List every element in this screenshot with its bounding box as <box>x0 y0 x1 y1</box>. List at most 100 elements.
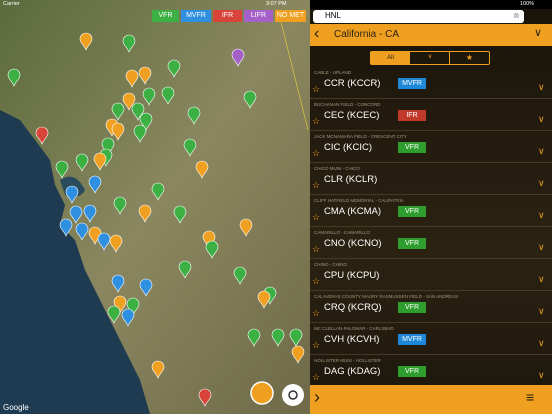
station-pin[interactable] <box>247 328 261 347</box>
station-pin[interactable] <box>121 308 135 327</box>
station-pin[interactable] <box>125 69 139 88</box>
station-pin[interactable] <box>139 278 153 297</box>
favorite-star[interactable]: ☆ <box>312 212 321 222</box>
station-pin[interactable] <box>69 205 83 224</box>
station-pin[interactable] <box>139 112 153 131</box>
station-pin[interactable] <box>291 345 305 364</box>
station-pin[interactable] <box>88 175 102 194</box>
station-pin[interactable] <box>173 205 187 224</box>
favorite-star[interactable]: ☆ <box>312 180 321 190</box>
favorite-star[interactable]: ☆ <box>312 116 321 126</box>
station-pin[interactable] <box>289 328 303 347</box>
expand-chevron[interactable]: ∨ <box>538 82 545 92</box>
expand-chevron[interactable]: ∨ <box>538 306 545 316</box>
station-pin[interactable] <box>75 153 89 172</box>
station-pin[interactable] <box>93 152 107 171</box>
collapse-button[interactable]: ∨ <box>534 27 543 39</box>
station-pin[interactable] <box>59 218 73 237</box>
flight-category: VFR <box>398 238 426 249</box>
station-pin[interactable] <box>243 90 257 109</box>
station-pin[interactable] <box>195 160 209 179</box>
expand-chevron[interactable]: ∨ <box>538 242 545 252</box>
clear-icon[interactable]: ⊗ <box>513 11 520 20</box>
expand-chevron[interactable]: ∨ <box>538 114 545 124</box>
favorite-star[interactable]: ☆ <box>312 276 321 286</box>
legend-ifr[interactable]: IFR <box>213 10 242 22</box>
station-pin[interactable] <box>65 185 79 204</box>
station-pin[interactable] <box>142 87 156 106</box>
back-button[interactable]: ‹ <box>314 25 320 42</box>
station-pin[interactable] <box>111 122 125 141</box>
station-pin[interactable] <box>126 297 140 316</box>
station-pin[interactable] <box>138 66 152 85</box>
station-pin[interactable] <box>233 266 247 285</box>
station-pin[interactable] <box>271 328 285 347</box>
favorite-star[interactable]: ☆ <box>312 244 321 254</box>
station-pin[interactable] <box>97 232 111 251</box>
expand-chevron[interactable]: ∨ <box>538 338 545 348</box>
station-row[interactable]: CHINO - CHINO CPU (KCPU) ☆ ∨ <box>310 258 552 291</box>
expand-chevron[interactable]: ∨ <box>538 210 545 220</box>
legend-lifr[interactable]: LIFR <box>244 10 273 22</box>
station-row[interactable]: CABLE - UPLAND CCR (KCCR) MVFR ☆ ∨ <box>310 66 552 99</box>
station-pin[interactable] <box>231 48 245 67</box>
station-pin[interactable] <box>239 218 253 237</box>
station-pin[interactable] <box>101 137 115 156</box>
legend-mvfr[interactable]: MVFR <box>181 10 211 22</box>
station-pin[interactable] <box>122 92 136 111</box>
station-pin[interactable] <box>79 32 93 51</box>
station-row[interactable]: JACK MCNAMARA FIELD - CRESCENT CITY CIC (… <box>310 130 552 163</box>
station-pin[interactable] <box>75 222 89 241</box>
station-pin[interactable] <box>187 106 201 125</box>
expand-chevron[interactable]: ∨ <box>538 178 545 188</box>
station-pin[interactable] <box>138 204 152 223</box>
menu-button[interactable]: ≡ <box>526 389 535 405</box>
station-pin[interactable] <box>198 388 212 407</box>
station-row[interactable]: MC CLELLAN-PALOMAR - CARLSBAD CVH (KCVH) M… <box>310 322 552 355</box>
expand-chevron[interactable]: ∨ <box>538 274 545 284</box>
station-pin[interactable] <box>131 102 145 121</box>
favorite-star[interactable]: ☆ <box>312 148 321 158</box>
station-pin[interactable] <box>83 204 97 223</box>
station-row[interactable]: CALAVERAS COUNTY MAURY RASMUSSEN FIELD -… <box>310 290 552 323</box>
filter-all[interactable]: All <box>371 52 410 64</box>
station-pin[interactable] <box>122 34 136 53</box>
station-pin[interactable] <box>55 160 69 179</box>
station-pin[interactable] <box>111 102 125 121</box>
legend-no-met[interactable]: NO MET <box>275 10 306 22</box>
search-field[interactable]: HNL ⊗ <box>313 10 524 23</box>
station-pin[interactable] <box>35 126 49 145</box>
station-row[interactable]: CAMARILLO - CAMARILLO CNO (KCNO) VFR ☆ ∨ <box>310 226 552 259</box>
station-pin[interactable] <box>178 260 192 279</box>
station-pin[interactable] <box>133 124 147 143</box>
expand-chevron[interactable]: ∨ <box>538 146 545 156</box>
expand-chevron[interactable]: ∨ <box>538 370 545 380</box>
legend-vfr[interactable]: VFR <box>152 10 179 22</box>
favorite-star[interactable]: ☆ <box>312 84 321 94</box>
filter-favorites[interactable]: ★ <box>465 53 474 62</box>
station-pin[interactable] <box>167 59 181 78</box>
station-row[interactable]: CLIFF HATFIELD MEMORIAL - CALIPATRIA CMA … <box>310 194 552 227</box>
station-pin[interactable] <box>151 360 165 379</box>
favorite-star[interactable]: ☆ <box>312 308 321 318</box>
station-pin[interactable] <box>183 138 197 157</box>
station-pin[interactable] <box>107 305 121 324</box>
favorites-button[interactable] <box>250 381 274 405</box>
station-row[interactable]: BUCHANAN FIELD - CONCORD CEC (KCEC) IFR ☆ ∨ <box>310 98 552 131</box>
station-pin[interactable] <box>151 182 165 201</box>
station-row[interactable]: HOLLISTER MUNI - HOLLISTER DAG (KDAG) VFR ☆… <box>310 354 552 387</box>
filter-nearby[interactable]: ∨ <box>411 52 450 64</box>
station-row[interactable]: CHICO MUNI - CHICO CLR (KCLR) ☆ ∨ <box>310 162 552 195</box>
station-pin[interactable] <box>161 86 175 105</box>
station-pin[interactable] <box>7 68 21 87</box>
station-pin[interactable] <box>257 290 271 309</box>
station-pin[interactable] <box>113 196 127 215</box>
favorite-star[interactable]: ☆ <box>312 372 321 382</box>
expand-button[interactable]: › <box>314 387 320 407</box>
station-pin[interactable] <box>111 274 125 293</box>
favorite-star[interactable]: ☆ <box>312 340 321 350</box>
station-pin[interactable] <box>109 234 123 253</box>
station-pin[interactable] <box>205 240 219 259</box>
locate-button[interactable] <box>282 384 304 406</box>
